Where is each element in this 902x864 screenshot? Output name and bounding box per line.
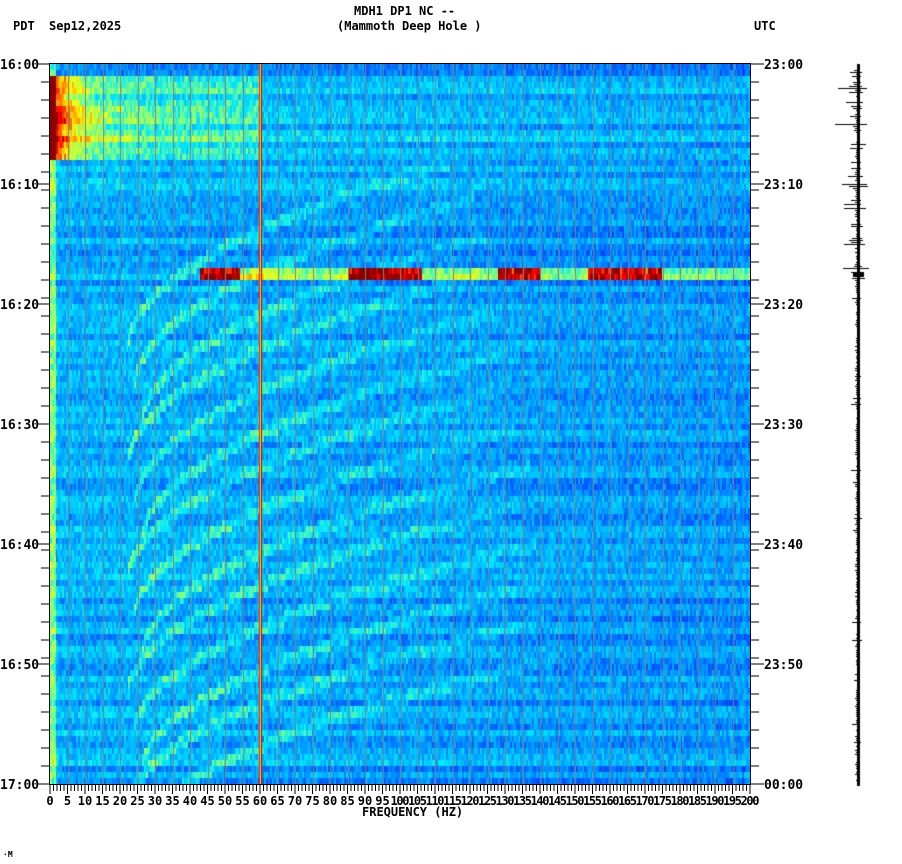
x-tick-label: 50 (218, 794, 232, 808)
x-tick-label: 195 (723, 794, 742, 808)
x-tick-label: 30 (148, 794, 162, 808)
station-title: MDH1 DP1 NC -- (354, 4, 456, 18)
x-tick-label: 175 (653, 794, 672, 808)
y-left-tick-label: 16:40 (0, 538, 39, 553)
left-timezone-label: PDT (13, 19, 35, 33)
corner-mark: ·M (3, 850, 13, 859)
x-tick-label: 115 (443, 794, 462, 808)
x-tick-label: 5 (64, 794, 71, 808)
x-tick-label: 65 (270, 794, 284, 808)
x-tick-label: 150 (566, 794, 585, 808)
x-tick-label: 45 (200, 794, 214, 808)
x-tick-label: 100 (391, 794, 410, 808)
y-right-tick-label: 23:20 (764, 298, 803, 313)
x-tick-label: 0 (46, 794, 53, 808)
x-tick-label: 170 (636, 794, 655, 808)
x-tick-label: 80 (323, 794, 337, 808)
x-tick-label: 200 (741, 794, 760, 808)
x-tick-label: 145 (548, 794, 567, 808)
x-tick-label: 15 (95, 794, 109, 808)
x-tick-label: 20 (113, 794, 127, 808)
x-tick-label: 35 (165, 794, 179, 808)
x-tick-label: 135 (513, 794, 532, 808)
date-label: Sep12,2025 (49, 19, 122, 33)
y-left-tick-label: 16:20 (0, 298, 39, 313)
station-subtitle: (Mammoth Deep Hole ) (337, 19, 482, 33)
x-tick-label: 10 (78, 794, 92, 808)
x-tick-label: 105 (408, 794, 427, 808)
y-left-tick-label: 16:30 (0, 418, 39, 433)
y-right-tick-label: 23:50 (764, 658, 803, 673)
x-tick-label: 165 (618, 794, 637, 808)
x-tick-label: 70 (288, 794, 302, 808)
y-right-tick-label: 23:30 (764, 418, 803, 433)
y-right-tick-label: 00:00 (764, 778, 803, 793)
x-tick-label: 190 (706, 794, 725, 808)
y-right-tick-label: 23:00 (764, 58, 803, 73)
x-tick-label: 120 (461, 794, 480, 808)
x-tick-label: 160 (601, 794, 620, 808)
x-tick-label: 110 (426, 794, 445, 808)
x-tick-label: 75 (305, 794, 319, 808)
x-tick-label: 180 (671, 794, 690, 808)
y-left-tick-label: 17:00 (0, 778, 39, 793)
y-right-tick-label: 23:40 (764, 538, 803, 553)
plot-frame (49, 63, 751, 785)
x-tick-label: 95 (375, 794, 389, 808)
y-left-tick-label: 16:00 (0, 58, 39, 73)
x-tick-label: 125 (478, 794, 497, 808)
x-tick-label: 185 (688, 794, 707, 808)
x-tick-label: 40 (183, 794, 197, 808)
spectrogram-plot (50, 64, 750, 784)
x-tick-label: 25 (130, 794, 144, 808)
y-left-tick-label: 16:50 (0, 658, 39, 673)
x-tick-label: 85 (340, 794, 354, 808)
x-axis-label: FREQUENCY (HZ) (362, 805, 464, 819)
x-tick-label: 155 (583, 794, 602, 808)
y-left-tick-label: 16:10 (0, 178, 39, 193)
right-timezone-label: UTC (754, 19, 776, 33)
y-right-tick-label: 23:10 (764, 178, 803, 193)
seismogram-trace (830, 60, 890, 790)
x-tick-label: 90 (358, 794, 372, 808)
x-tick-label: 55 (235, 794, 249, 808)
x-tick-label: 140 (531, 794, 550, 808)
x-tick-label: 130 (496, 794, 515, 808)
x-tick-label: 60 (253, 794, 267, 808)
